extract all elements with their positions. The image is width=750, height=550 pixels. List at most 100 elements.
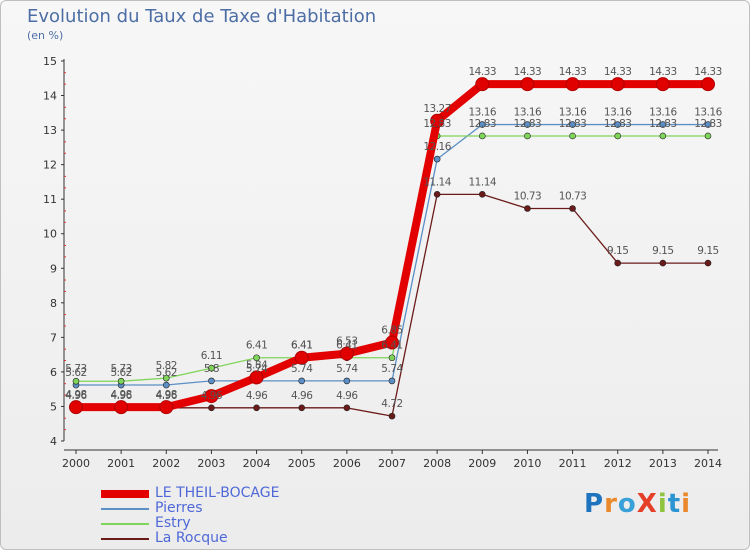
data-label: 4.98	[156, 389, 177, 401]
legend-label: La Rocque	[155, 530, 228, 546]
data-point	[569, 121, 576, 128]
data-label: 6.41	[291, 340, 312, 352]
data-label: 9.15	[697, 245, 718, 257]
data-point	[388, 377, 396, 385]
data-point	[253, 404, 260, 412]
data-label: 5.74	[381, 363, 403, 375]
data-point	[524, 205, 531, 212]
data-point	[249, 370, 264, 385]
y-tick-label: 7	[50, 331, 57, 344]
data-label: 6.41	[246, 340, 267, 352]
data-point	[294, 350, 309, 365]
data-label: 12.83	[604, 118, 632, 130]
x-tick-label: 2013	[649, 457, 677, 470]
data-point	[520, 77, 535, 92]
data-label: 4.98	[110, 389, 131, 401]
legend-swatch	[101, 523, 149, 525]
data-label: 5.74	[246, 363, 268, 375]
data-point	[253, 354, 260, 362]
data-point	[704, 132, 712, 140]
data-label: 6.11	[201, 350, 222, 362]
logo-letter: i	[657, 489, 668, 519]
data-point	[659, 259, 667, 267]
data-point	[343, 404, 351, 412]
data-point	[565, 77, 580, 92]
data-label: 6.53	[336, 336, 357, 348]
legend-swatch	[101, 490, 149, 498]
data-label: 5.84	[246, 359, 268, 371]
data-label: 4.72	[381, 398, 402, 410]
x-tick-label: 2014	[694, 457, 722, 470]
chart-title: Evolution du Taux de Taxe d'Habitation	[27, 6, 377, 27]
data-label: 5.62	[110, 367, 131, 379]
data-label: 14.33	[649, 66, 677, 78]
logo-letter: P	[584, 489, 605, 519]
data-point	[614, 121, 622, 128]
data-label: 5.74	[291, 363, 313, 375]
data-label: 4.98	[65, 389, 86, 401]
data-point	[204, 389, 219, 404]
logo-letter: o	[617, 489, 637, 519]
x-tick-label: 2001	[107, 457, 135, 470]
logo-letter: X	[636, 489, 658, 519]
y-tick-label: 6	[50, 366, 57, 379]
data-label: 5.74	[336, 363, 358, 375]
x-tick-label: 2012	[604, 457, 632, 470]
chart-unit-label: (en %)	[27, 29, 64, 42]
data-point	[343, 377, 351, 385]
y-tick-label: 9	[50, 262, 57, 275]
logo-letter: t	[667, 489, 682, 519]
data-label: 6.41	[381, 340, 402, 352]
logo-letter: i	[681, 489, 692, 519]
y-tick-label: 14	[43, 90, 57, 103]
data-label: 13.16	[514, 107, 542, 119]
data-point	[704, 259, 712, 267]
data-label: 14.33	[604, 66, 632, 78]
data-point	[433, 191, 441, 198]
legend-label: Pierres	[155, 500, 203, 516]
data-label: 10.73	[514, 191, 542, 203]
data-label: 13.16	[559, 107, 587, 119]
data-label: 6.85	[381, 325, 402, 337]
x-tick-label: 2004	[243, 457, 271, 470]
data-label: 9.15	[607, 245, 628, 257]
data-label: 4.96	[246, 390, 268, 402]
data-point	[475, 77, 490, 92]
x-tick-label: 2010	[513, 457, 541, 470]
x-tick-label: 2003	[197, 457, 225, 470]
x-tick-label: 2007	[378, 457, 406, 470]
data-label: 12.83	[649, 118, 677, 130]
data-label: 5.82	[156, 360, 177, 372]
data-label: 10.73	[559, 191, 587, 203]
data-label: 14.33	[559, 66, 587, 78]
data-label: 14.33	[469, 66, 497, 78]
logo-letter: r	[604, 489, 618, 519]
legend-label: LE THEIL-BOCAGE	[155, 485, 280, 501]
data-point	[117, 377, 125, 385]
data-point	[614, 132, 622, 140]
data-point	[339, 346, 354, 361]
data-label: 13.16	[469, 107, 497, 119]
data-label: 9.15	[652, 245, 673, 257]
data-label: 13.16	[694, 107, 722, 119]
data-label: 4.96	[201, 390, 223, 402]
data-label: 12.83	[694, 118, 722, 130]
data-label: 6.41	[291, 340, 312, 352]
data-label: 12.83	[423, 118, 451, 130]
data-point	[298, 377, 306, 385]
data-point	[478, 191, 486, 198]
x-tick-label: 2006	[333, 457, 361, 470]
data-point	[569, 132, 576, 140]
data-label: 12.83	[514, 118, 542, 130]
legend-swatch	[101, 508, 149, 510]
data-label: 4.96	[156, 390, 178, 402]
data-label: 13.16	[604, 107, 632, 119]
data-point	[69, 400, 83, 415]
data-label: 13.16	[649, 107, 677, 119]
data-label: 12.83	[559, 118, 587, 130]
data-point	[114, 400, 129, 415]
data-label: 11.14	[469, 176, 497, 188]
x-tick-label: 2005	[288, 457, 316, 470]
y-tick-label: 10	[43, 228, 57, 241]
